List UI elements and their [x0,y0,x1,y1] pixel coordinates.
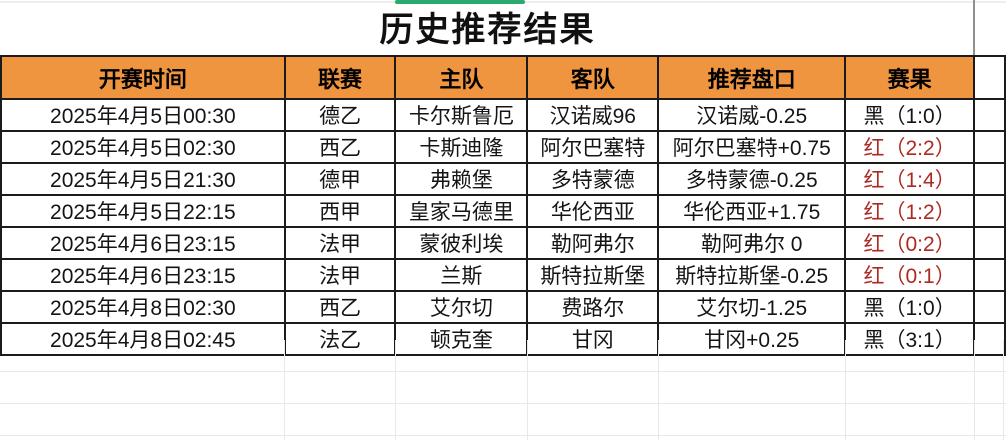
cell-league[interactable]: 德甲 [283,162,397,196]
cell-league[interactable]: 西乙 [283,290,397,324]
cell-away-team[interactable]: 费路尔 [526,290,660,324]
cell-handicap[interactable]: 斯特拉斯堡-0.25 [657,258,847,292]
cell-time[interactable]: 2025年4月8日02:45 [0,322,286,356]
cell-away-team[interactable]: 多特蒙德 [526,162,660,196]
header-home-team[interactable]: 主队 [394,55,529,100]
header-start-time[interactable]: 开赛时间 [0,55,286,100]
cell-league[interactable]: 西甲 [283,194,397,228]
grid-line [1003,340,1004,440]
cell-time[interactable]: 2025年4月8日02:30 [0,290,286,324]
cell-result[interactable]: 红（1:2） [844,194,976,228]
cell-result[interactable]: 红（0:2） [844,226,976,260]
cell-empty[interactable] [973,322,1006,356]
grid-line [658,340,659,440]
cell-away-team[interactable]: 斯特拉斯堡 [526,258,660,292]
cell-empty[interactable] [973,290,1006,324]
cell-empty[interactable] [973,98,1006,132]
cell-empty[interactable] [973,226,1006,260]
cell-result[interactable]: 红（2:2） [844,130,976,164]
progress-indicator [395,0,525,4]
grid-line [0,435,1006,436]
grid-line [284,340,285,440]
cell-home-team[interactable]: 弗赖堡 [394,162,529,196]
table-row: 2025年4月5日21:30 德甲 弗赖堡 多特蒙德 多特蒙德-0.25 红（1… [0,162,1006,196]
cell-home-team[interactable]: 皇家马德里 [394,194,529,228]
cell-empty[interactable] [973,130,1006,164]
table-row: 2025年4月5日02:30 西乙 卡斯迪隆 阿尔巴塞特 阿尔巴塞特+0.75 … [0,130,1006,164]
cell-away-team[interactable]: 汉诺威96 [526,98,660,132]
cell-home-team[interactable]: 卡斯迪隆 [394,130,529,164]
table-row: 2025年4月8日02:30 西乙 艾尔切 费路尔 艾尔切-1.25 黑（1:0… [0,290,1006,324]
header-away-team[interactable]: 客队 [526,55,660,100]
cell-result[interactable]: 红（0:1） [844,258,976,292]
cell-handicap[interactable]: 多特蒙德-0.25 [657,162,847,196]
cell-empty[interactable] [973,194,1006,228]
cell-time[interactable]: 2025年4月6日23:15 [0,258,286,292]
cell-away-team[interactable]: 甘冈 [526,322,660,356]
sheet-title[interactable]: 历史推荐结果 [379,11,596,49]
grid-line [527,340,528,440]
cell-league[interactable]: 西乙 [283,130,397,164]
header-handicap[interactable]: 推荐盘口 [657,55,847,100]
table-row: 2025年4月5日00:30 德乙 卡尔斯鲁厄 汉诺威96 汉诺威-0.25 黑… [0,98,1006,132]
cell-handicap[interactable]: 汉诺威-0.25 [657,98,847,132]
cell-home-team[interactable]: 蒙彼利埃 [394,226,529,260]
header-row: 开赛时间 联赛 主队 客队 推荐盘口 赛果 [0,55,1006,100]
cell-result[interactable]: 红（1:4） [844,162,976,196]
header-result[interactable]: 赛果 [844,55,976,100]
cell-handicap[interactable]: 艾尔切-1.25 [657,290,847,324]
cell-home-team[interactable]: 艾尔切 [394,290,529,324]
cell-league[interactable]: 德乙 [283,98,397,132]
cell-away-team[interactable]: 华伦西亚 [526,194,660,228]
grid-line [395,340,396,440]
cell-handicap[interactable]: 华伦西亚+1.75 [657,194,847,228]
table-row: 2025年4月5日22:15 西甲 皇家马德里 华伦西亚 华伦西亚+1.75 红… [0,194,1006,228]
cell-result[interactable]: 黑（1:0） [844,98,976,132]
table-row: 2025年4月6日23:15 法甲 蒙彼利埃 勒阿弗尔 勒阿弗尔 0 红（0:2… [0,226,1006,260]
cell-time[interactable]: 2025年4月5日02:30 [0,130,286,164]
cell-empty[interactable] [973,258,1006,292]
cell-home-team[interactable]: 顿克奎 [394,322,529,356]
cell-league[interactable]: 法乙 [283,322,397,356]
grid-line [845,340,846,440]
table-row: 2025年4月6日23:15 法甲 兰斯 斯特拉斯堡 斯特拉斯堡-0.25 红（… [0,258,1006,292]
cell-home-team[interactable]: 卡尔斯鲁厄 [394,98,529,132]
header-league[interactable]: 联赛 [283,55,397,100]
grid-line [0,371,1006,372]
grid-line [0,403,1006,404]
cell-empty[interactable] [973,162,1006,196]
cell-away-team[interactable]: 阿尔巴塞特 [526,130,660,164]
cell-time[interactable]: 2025年4月5日00:30 [0,98,286,132]
grid-line [974,340,975,440]
table-row: 2025年4月8日02:45 法乙 顿克奎 甘冈 甘冈+0.25 黑（3:1） [0,322,1006,356]
header-empty-cell[interactable] [973,55,1006,100]
cell-league[interactable]: 法甲 [283,226,397,260]
cell-result[interactable]: 黑（3:1） [844,322,976,356]
cell-result[interactable]: 黑（1:0） [844,290,976,324]
cell-handicap[interactable]: 甘冈+0.25 [657,322,847,356]
column-divider-line [973,0,975,57]
cell-home-team[interactable]: 兰斯 [394,258,529,292]
results-table: 开赛时间 联赛 主队 客队 推荐盘口 赛果 2025年4月5日00:30 德乙 … [0,55,1006,356]
cell-handicap[interactable]: 阿尔巴塞特+0.75 [657,130,847,164]
cell-time[interactable]: 2025年4月5日21:30 [0,162,286,196]
cell-handicap[interactable]: 勒阿弗尔 0 [657,226,847,260]
cell-league[interactable]: 法甲 [283,258,397,292]
cell-time[interactable]: 2025年4月6日23:15 [0,226,286,260]
cell-away-team[interactable]: 勒阿弗尔 [526,226,660,260]
cell-time[interactable]: 2025年4月5日22:15 [0,194,286,228]
